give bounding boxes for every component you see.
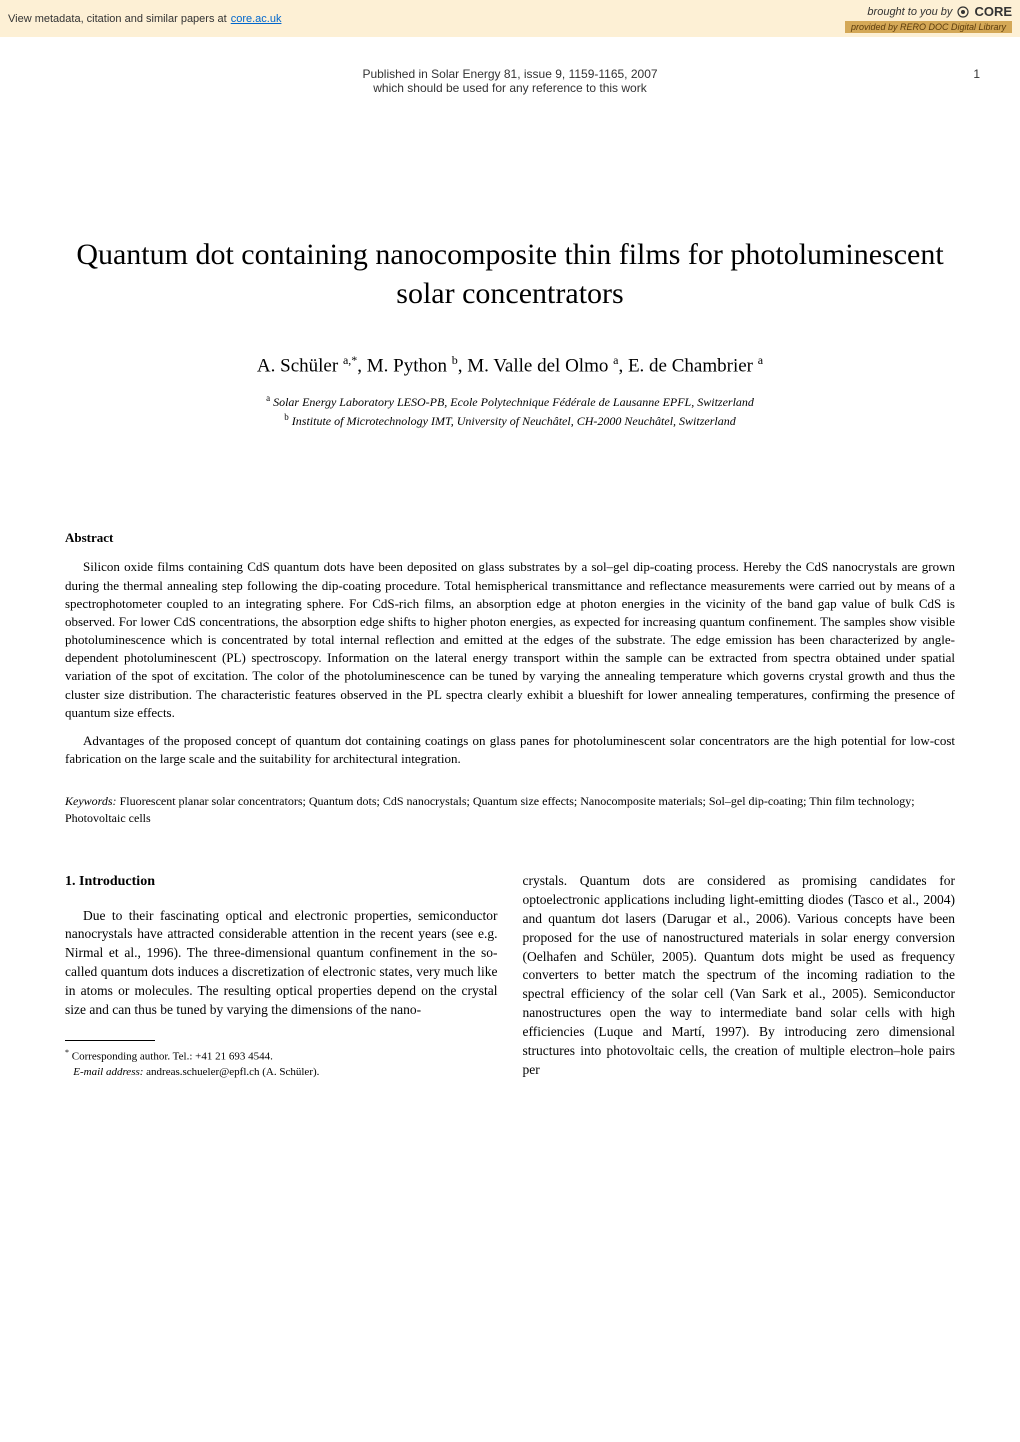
keywords-label: Keywords: [65,794,117,808]
page-number: 1 [940,67,980,95]
citation-line-1: Published in Solar Energy 81, issue 9, 1… [80,67,940,81]
affiliation-a: a Solar Energy Laboratory LESO-PB, Ecole… [65,392,955,411]
email-value: andreas.schueler@epfl.ch (A. Schüler). [143,1066,319,1078]
affiliations: a Solar Energy Laboratory LESO-PB, Ecole… [65,392,955,430]
paper-title: Quantum dot containing nanocomposite thi… [65,235,955,313]
footnote-corr-text: Corresponding author. Tel.: +41 21 693 4… [72,1051,273,1063]
keywords-text: Fluorescent planar solar concentrators; … [65,794,915,825]
brought-by-text: brought to you by [867,6,952,18]
core-logo-icon [956,5,970,19]
core-banner: View metadata, citation and similar pape… [0,0,1020,37]
authors-line: A. Schüler a,*, M. Python b, M. Valle de… [65,353,955,377]
header-left-spacer [40,67,80,95]
citation-header: Published in Solar Energy 81, issue 9, 1… [80,67,940,95]
affiliation-b: b Institute of Microtechnology IMT, Univ… [65,411,955,430]
abstract-paragraph-1: Silicon oxide films containing CdS quant… [65,558,955,722]
affil-a-text: Solar Energy Laboratory LESO-PB, Ecole P… [273,395,754,409]
affil-b-text: Institute of Microtechnology IMT, Univer… [292,414,736,428]
intro-text-right: crystals. Quantum dots are considered as… [523,872,956,1080]
core-link[interactable]: core.ac.uk [231,13,282,25]
footnote-corresponding: * Corresponding author. Tel.: +41 21 693… [65,1047,498,1065]
column-right: crystals. Quantum dots are considered as… [523,872,956,1080]
provided-by-badge: provided by RERO DOC Digital Library [845,21,1012,33]
paper-content: Quantum dot containing nanocomposite thi… [0,95,1020,1120]
keywords: Keywords: Fluorescent planar solar conce… [65,793,955,827]
core-brand-name: CORE [974,4,1012,19]
abstract-paragraph-2: Advantages of the proposed concept of qu… [65,732,955,768]
footnote-divider [65,1040,155,1041]
page-header: Published in Solar Energy 81, issue 9, 1… [0,37,1020,95]
banner-text: View metadata, citation and similar pape… [8,13,227,25]
banner-right: brought to you by CORE provided by RERO … [845,4,1012,33]
citation-line-2: which should be used for any reference t… [80,81,940,95]
two-column-body: 1. Introduction Due to their fascinating… [65,872,955,1080]
section-1-heading: 1. Introduction [65,872,498,892]
email-label: E-mail address: [73,1066,143,1078]
banner-left: View metadata, citation and similar pape… [8,13,281,25]
abstract-heading: Abstract [65,530,955,546]
core-brand: brought to you by CORE [867,4,1012,19]
intro-text-left: Due to their fascinating optical and ele… [65,907,498,1020]
footnote-email: E-mail address: andreas.schueler@epfl.ch… [65,1065,498,1080]
column-left: 1. Introduction Due to their fascinating… [65,872,498,1080]
